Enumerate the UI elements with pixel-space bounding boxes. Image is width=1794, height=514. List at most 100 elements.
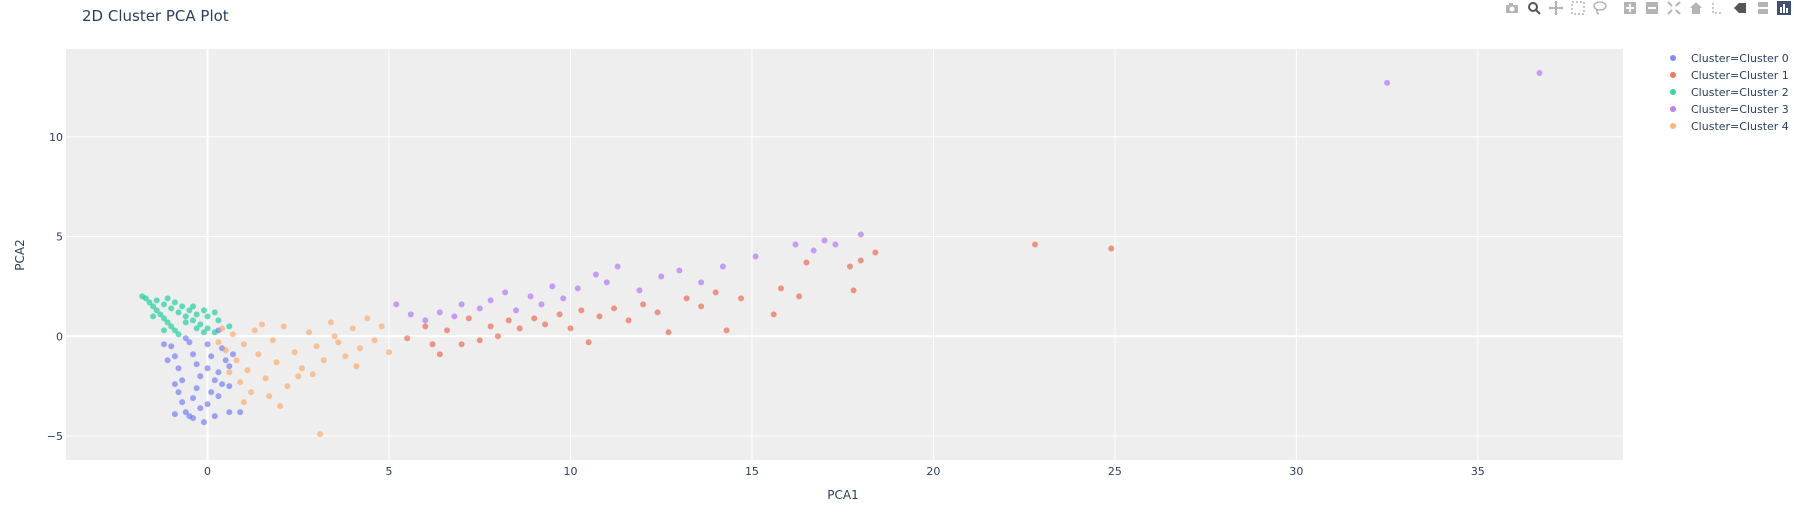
autoscale-icon[interactable] — [1666, 0, 1684, 16]
camera-icon[interactable] — [1504, 0, 1522, 16]
scatter-point-cluster-3[interactable] — [513, 307, 520, 314]
scatter-point-cluster-2[interactable] — [193, 325, 200, 332]
scatter-point-cluster-4[interactable] — [255, 351, 262, 358]
scatter-point-cluster-4[interactable] — [215, 339, 222, 346]
scatter-point-cluster-1[interactable] — [436, 351, 443, 358]
scatter-point-cluster-3[interactable] — [603, 279, 610, 286]
scatter-point-cluster-0[interactable] — [229, 351, 236, 358]
scatter-point-cluster-0[interactable] — [175, 389, 182, 396]
scatter-point-cluster-2[interactable] — [226, 323, 233, 330]
scatter-point-cluster-0[interactable] — [190, 351, 197, 358]
hover-compare-icon[interactable] — [1754, 0, 1772, 16]
scatter-point-cluster-3[interactable] — [719, 263, 726, 270]
scatter-point-cluster-0[interactable] — [197, 405, 204, 412]
scatter-point-cluster-4[interactable] — [240, 341, 247, 348]
scatter-point-cluster-0[interactable] — [193, 361, 200, 368]
scatter-point-cluster-0[interactable] — [211, 413, 218, 420]
scatter-point-cluster-2[interactable] — [211, 329, 218, 336]
scatter-point-cluster-4[interactable] — [284, 383, 291, 390]
scatter-point-cluster-0[interactable] — [182, 335, 189, 342]
scatter-point-cluster-2[interactable] — [160, 315, 167, 322]
scatter-point-cluster-0[interactable] — [190, 395, 197, 402]
scatter-point-cluster-0[interactable] — [190, 415, 197, 422]
scatter-point-cluster-0[interactable] — [193, 385, 200, 392]
scatter-point-cluster-1[interactable] — [444, 327, 451, 334]
scatter-point-cluster-4[interactable] — [378, 323, 385, 330]
scatter-point-cluster-4[interactable] — [269, 337, 276, 344]
scatter-point-cluster-1[interactable] — [738, 295, 745, 302]
scatter-point-cluster-2[interactable] — [190, 317, 197, 324]
scatter-point-cluster-0[interactable] — [171, 353, 178, 360]
scatter-point-cluster-1[interactable] — [846, 263, 853, 270]
scatter-point-cluster-2[interactable] — [168, 323, 175, 330]
scatter-point-cluster-4[interactable] — [262, 375, 269, 382]
scatter-point-cluster-1[interactable] — [494, 333, 501, 340]
scatter-point-cluster-2[interactable] — [204, 325, 211, 332]
scatter-point-cluster-0[interactable] — [179, 377, 186, 384]
scatter-point-cluster-1[interactable] — [872, 249, 879, 256]
scatter-point-cluster-4[interactable] — [306, 329, 313, 336]
scatter-point-cluster-3[interactable] — [549, 283, 556, 290]
scatter-point-cluster-4[interactable] — [295, 373, 302, 380]
scatter-point-cluster-2[interactable] — [190, 303, 197, 310]
scatter-point-cluster-3[interactable] — [487, 297, 494, 304]
scatter-point-cluster-2[interactable] — [146, 299, 153, 306]
scatter-point-cluster-2[interactable] — [168, 305, 175, 312]
scatter-point-cluster-3[interactable] — [1536, 69, 1543, 76]
scatter-point-cluster-3[interactable] — [436, 309, 443, 316]
scatter-point-cluster-3[interactable] — [1384, 79, 1391, 86]
scatter-point-cluster-2[interactable] — [153, 297, 160, 304]
scatter-point-cluster-2[interactable] — [179, 303, 186, 310]
scatter-point-cluster-3[interactable] — [810, 247, 817, 254]
scatter-point-cluster-4[interactable] — [219, 325, 226, 332]
scatter-point-cluster-4[interactable] — [291, 349, 298, 356]
scatter-point-cluster-1[interactable] — [1032, 241, 1039, 248]
scatter-point-cluster-1[interactable] — [1108, 245, 1115, 252]
legend-item[interactable]: Cluster=Cluster 2 — [1670, 86, 1789, 99]
scatter-point-cluster-1[interactable] — [429, 341, 436, 348]
scatter-point-cluster-2[interactable] — [164, 295, 171, 302]
scatter-point-cluster-3[interactable] — [821, 237, 828, 244]
scatter-point-cluster-2[interactable] — [182, 319, 189, 326]
scatter-point-cluster-3[interactable] — [752, 253, 759, 260]
scatter-point-cluster-1[interactable] — [611, 305, 618, 312]
scatter-point-cluster-2[interactable] — [200, 329, 207, 336]
scatter-point-cluster-4[interactable] — [317, 431, 324, 438]
scatter-point-cluster-3[interactable] — [676, 267, 683, 274]
zoom-icon[interactable] — [1526, 0, 1544, 16]
scatter-point-cluster-4[interactable] — [266, 393, 273, 400]
scatter-point-cluster-3[interactable] — [458, 301, 465, 308]
legend-item[interactable]: Cluster=Cluster 1 — [1670, 69, 1789, 82]
spike-lines-icon[interactable] — [1710, 0, 1728, 16]
scatter-point-cluster-1[interactable] — [796, 293, 803, 300]
scatter-point-cluster-3[interactable] — [393, 301, 400, 308]
scatter-point-cluster-4[interactable] — [349, 325, 356, 332]
scatter-point-cluster-4[interactable] — [248, 389, 255, 396]
scatter-point-cluster-2[interactable] — [164, 319, 171, 326]
scatter-point-cluster-1[interactable] — [578, 307, 585, 314]
scatter-point-cluster-4[interactable] — [277, 403, 284, 410]
scatter-point-cluster-0[interactable] — [204, 341, 211, 348]
scatter-point-cluster-0[interactable] — [215, 393, 222, 400]
scatter-point-cluster-0[interactable] — [226, 363, 233, 370]
scatter-point-cluster-3[interactable] — [574, 285, 581, 292]
scatter-point-cluster-4[interactable] — [331, 333, 338, 340]
scatter-point-cluster-1[interactable] — [476, 337, 483, 344]
scatter-point-cluster-3[interactable] — [527, 293, 534, 300]
scatter-point-cluster-0[interactable] — [171, 411, 178, 418]
scatter-point-cluster-3[interactable] — [538, 301, 545, 308]
scatter-point-cluster-0[interactable] — [164, 357, 171, 364]
scatter-point-cluster-4[interactable] — [280, 323, 287, 330]
scatter-point-cluster-4[interactable] — [244, 367, 251, 374]
scatter-point-cluster-4[interactable] — [237, 379, 244, 386]
scatter-point-cluster-4[interactable] — [226, 369, 233, 376]
scatter-point-cluster-2[interactable] — [175, 331, 182, 338]
scatter-point-cluster-4[interactable] — [371, 337, 378, 344]
scatter-point-cluster-0[interactable] — [237, 409, 244, 416]
scatter-point-cluster-1[interactable] — [777, 285, 784, 292]
scatter-point-cluster-0[interactable] — [219, 381, 226, 388]
scatter-point-cluster-2[interactable] — [171, 299, 178, 306]
scatter-point-cluster-4[interactable] — [327, 319, 334, 326]
scatter-point-cluster-2[interactable] — [150, 313, 157, 320]
scatter-point-cluster-0[interactable] — [160, 341, 167, 348]
